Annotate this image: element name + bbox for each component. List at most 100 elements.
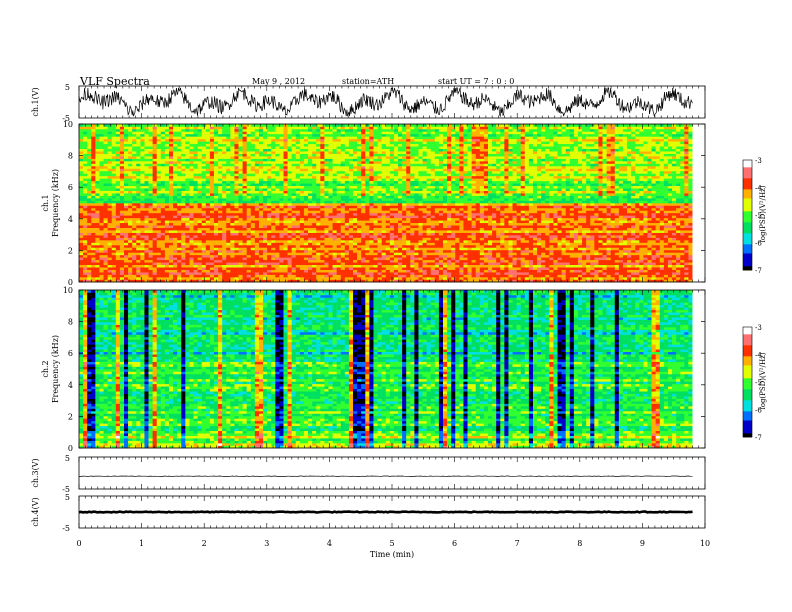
spectrogram-cell <box>647 265 651 268</box>
spectrogram-cell <box>504 260 508 263</box>
spectrogram-cell <box>136 260 140 263</box>
spectrogram-cell <box>140 272 144 275</box>
spectrogram-cell <box>95 277 99 280</box>
spectrogram-cell <box>279 267 283 270</box>
spectrogram-cell <box>173 262 177 265</box>
spectrogram-cell <box>206 255 210 258</box>
spectrogram-cell <box>300 272 304 275</box>
spectrogram-cell <box>83 260 87 263</box>
spectrogram-cell <box>341 267 345 270</box>
spectrogram-cell <box>95 270 99 273</box>
spectrogram-cell <box>684 270 688 273</box>
spectrogram-cell <box>455 270 459 273</box>
spectrogram-cell <box>239 272 243 275</box>
spectrogram-cell <box>345 255 349 258</box>
spectrogram-cell <box>382 255 386 258</box>
spectrogram-cell <box>558 260 562 263</box>
spectrogram-cell <box>529 265 533 268</box>
spectrogram-cell <box>140 270 144 273</box>
spectrogram-cell <box>283 275 287 278</box>
spectrogram-cell <box>484 262 488 265</box>
spectrogram-cell <box>517 262 521 265</box>
spectrogram-cell <box>463 272 467 275</box>
spectrogram-cell <box>279 262 283 265</box>
spectrogram-cell <box>99 260 103 263</box>
spectrogram-cell <box>553 277 557 280</box>
spectrogram-cell <box>414 262 418 265</box>
spectrogram-cell <box>647 277 651 280</box>
spectrogram-cell <box>373 267 377 270</box>
spectrogram-cell <box>500 265 504 268</box>
spectrogram-cell <box>455 275 459 278</box>
spectrogram-cell <box>296 277 300 280</box>
spectrogram-cell <box>668 257 672 260</box>
spectrogram-cell <box>549 275 553 278</box>
spectrogram-cell <box>525 267 529 270</box>
spectrogram-cell <box>288 262 292 265</box>
spectrogram-cell <box>104 260 108 263</box>
spectrogram-cell <box>320 275 324 278</box>
spectrogram-cell <box>574 277 578 280</box>
spectrogram-cell <box>431 260 435 263</box>
spectrogram-cell <box>79 267 83 270</box>
spectrogram-cell <box>480 265 484 268</box>
spectrogram-cell <box>173 265 177 268</box>
spectrogram-cell <box>108 260 112 263</box>
spectrogram-cell <box>128 277 132 280</box>
spectrogram-cell <box>378 257 382 260</box>
spectrogram-cell <box>222 257 226 260</box>
spectrogram-cell <box>476 275 480 278</box>
spectrogram-cell <box>312 267 316 270</box>
spectrogram-cell <box>124 255 128 258</box>
spectrogram-cell <box>324 257 328 260</box>
spectrogram-cell <box>87 255 91 258</box>
spectrogram-cell <box>611 260 615 263</box>
spectrogram-cell <box>153 275 157 278</box>
spectrogram-cell <box>406 272 410 275</box>
spectrogram-cell <box>513 257 517 260</box>
spectrogram-cell <box>128 275 132 278</box>
spectrogram-cell <box>320 265 324 268</box>
spectrogram-cell <box>161 275 165 278</box>
spectrogram-cell <box>243 255 247 258</box>
spectrogram-cell <box>668 275 672 278</box>
spectrogram-cell <box>488 257 492 260</box>
spectrogram-cell <box>459 265 463 268</box>
spectrogram-cell <box>451 272 455 275</box>
spectrogram-cell <box>202 277 206 280</box>
spectrogram-cell <box>91 270 95 273</box>
spectrogram-cell <box>390 267 394 270</box>
spectrogram-cell <box>271 265 275 268</box>
spectrogram-cell <box>345 265 349 268</box>
spectrogram-cell <box>623 270 627 273</box>
spectrogram-cell <box>153 257 157 260</box>
spectrogram-cell <box>349 262 353 265</box>
spectrogram-cell <box>566 262 570 265</box>
spectrogram-cell <box>251 255 255 258</box>
spectrogram-cell <box>378 275 382 278</box>
spectrogram-cell <box>165 265 169 268</box>
spectrogram-cell <box>492 262 496 265</box>
spectrogram-cell <box>451 255 455 258</box>
spectrogram-cell <box>226 257 230 260</box>
spectrogram-cell <box>173 257 177 260</box>
spectrogram-cell <box>198 255 202 258</box>
spectrogram-cell <box>308 272 312 275</box>
spectrogram-cell <box>234 255 238 258</box>
spectrogram-cell <box>320 257 324 260</box>
spectrogram-cell <box>660 260 664 263</box>
spectrogram-cell <box>468 257 472 260</box>
spectrogram-cell <box>418 262 422 265</box>
spectrogram-cell <box>382 262 386 265</box>
spectrogram-cell <box>406 255 410 258</box>
spectrogram-cell <box>222 272 226 275</box>
spectrogram-cell <box>594 257 598 260</box>
spectrogram-cell <box>173 260 177 263</box>
spectrogram-cell <box>574 267 578 270</box>
spectrogram-cell <box>83 277 87 280</box>
spectrogram-cell <box>688 257 692 260</box>
spectrogram-cell <box>169 257 173 260</box>
spectrogram-cell <box>116 267 120 270</box>
spectrogram-cell <box>369 257 373 260</box>
spectrogram-cell <box>267 255 271 258</box>
